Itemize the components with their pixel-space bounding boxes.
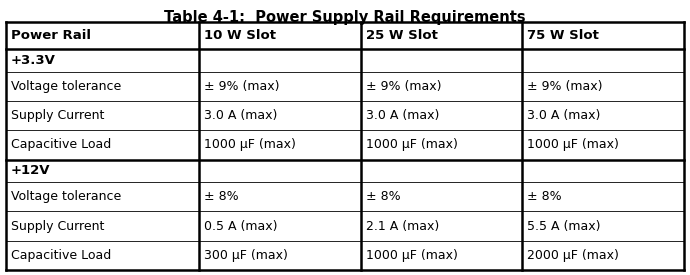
Text: +3.3V: +3.3V [11,54,56,67]
Text: Voltage tolerance: Voltage tolerance [11,80,121,93]
Text: 1000 μF (max): 1000 μF (max) [527,138,619,151]
Text: 0.5 A (max): 0.5 A (max) [204,219,278,233]
Text: 3.0 A (max): 3.0 A (max) [204,109,277,122]
Text: 3.0 A (max): 3.0 A (max) [527,109,600,122]
Text: 2.1 A (max): 2.1 A (max) [366,219,439,233]
Text: Voltage tolerance: Voltage tolerance [11,190,121,203]
Text: ± 8%: ± 8% [527,190,562,203]
Text: Supply Current: Supply Current [11,219,104,233]
Text: 75 W Slot: 75 W Slot [527,29,599,42]
Text: Capacitive Load: Capacitive Load [11,249,111,262]
Text: 1000 μF (max): 1000 μF (max) [366,249,457,262]
Text: Supply Current: Supply Current [11,109,104,122]
Text: Power Rail: Power Rail [11,29,91,42]
Text: ± 9% (max): ± 9% (max) [366,80,441,93]
Text: ± 9% (max): ± 9% (max) [204,80,279,93]
Text: 25 W Slot: 25 W Slot [366,29,437,42]
Text: +12V: +12V [11,164,50,177]
Text: 3.0 A (max): 3.0 A (max) [366,109,439,122]
Text: 300 μF (max): 300 μF (max) [204,249,288,262]
Text: 1000 μF (max): 1000 μF (max) [204,138,296,151]
Text: Table 4-1:  Power Supply Rail Requirements: Table 4-1: Power Supply Rail Requirement… [164,10,526,25]
Text: 5.5 A (max): 5.5 A (max) [527,219,600,233]
Text: 1000 μF (max): 1000 μF (max) [366,138,457,151]
Text: ± 8%: ± 8% [366,190,400,203]
Text: 10 W Slot: 10 W Slot [204,29,276,42]
Text: ± 9% (max): ± 9% (max) [527,80,602,93]
Text: 2000 μF (max): 2000 μF (max) [527,249,619,262]
Text: ± 8%: ± 8% [204,190,239,203]
Text: Capacitive Load: Capacitive Load [11,138,111,151]
